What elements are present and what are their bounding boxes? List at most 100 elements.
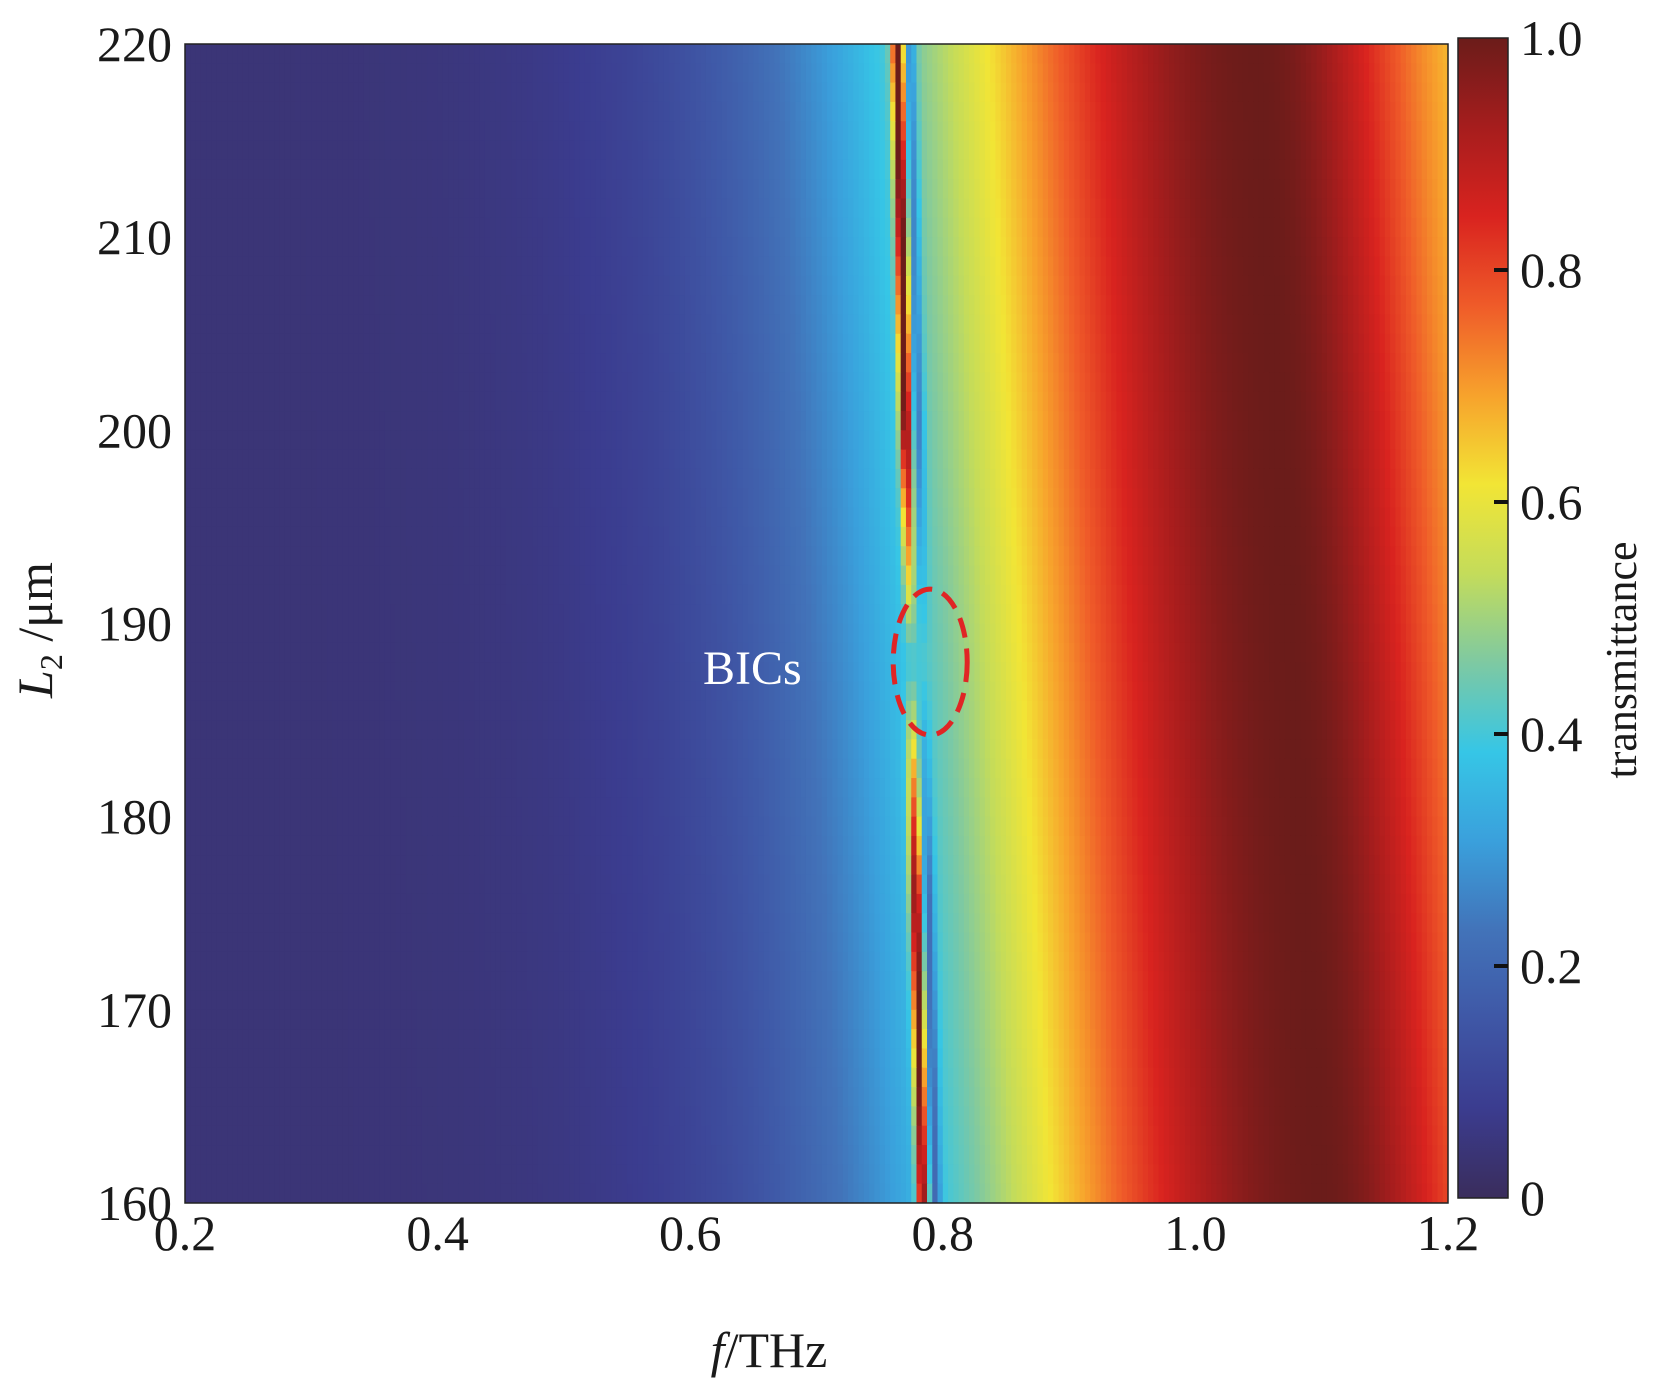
- heatmap-cell: [1395, 141, 1401, 161]
- heatmap-cell: [648, 121, 654, 141]
- heatmap-cell: [217, 179, 223, 199]
- heatmap-cell: [1427, 334, 1433, 354]
- heatmap-cell: [611, 83, 617, 103]
- heatmap-cell: [695, 256, 701, 276]
- heatmap-cell: [327, 256, 333, 276]
- heatmap-cell: [590, 199, 596, 219]
- heatmap-cell: [916, 218, 922, 238]
- heatmap-cell: [990, 141, 996, 161]
- heatmap-cell: [738, 218, 744, 238]
- heatmap-cell: [306, 392, 312, 412]
- heatmap-cell: [1359, 179, 1365, 199]
- heatmap-cell: [895, 199, 901, 219]
- heatmap-cell: [774, 353, 780, 373]
- heatmap-cell: [759, 121, 765, 141]
- heatmap-cell: [1001, 102, 1007, 122]
- heatmap-cell: [1195, 276, 1201, 296]
- heatmap-cell: [727, 179, 733, 199]
- heatmap-cell: [411, 237, 417, 257]
- heatmap-cell: [1401, 44, 1407, 64]
- heatmap-cell: [785, 430, 791, 450]
- heatmap-cell: [685, 353, 691, 373]
- heatmap-cell: [527, 237, 533, 257]
- heatmap-cell: [674, 237, 680, 257]
- heatmap-cell: [1185, 102, 1191, 122]
- heatmap-cell: [422, 218, 428, 238]
- heatmap-cell: [1243, 102, 1249, 122]
- heatmap-cell: [995, 121, 1001, 141]
- heatmap-cell: [1211, 392, 1217, 412]
- heatmap-cell: [1380, 295, 1386, 315]
- heatmap-cell: [1032, 411, 1038, 431]
- heatmap-cell: [1211, 237, 1217, 257]
- heatmap-cell: [1222, 237, 1228, 257]
- heatmap-cell: [743, 179, 749, 199]
- heatmap-cell: [338, 372, 344, 392]
- heatmap-cell: [595, 179, 601, 199]
- heatmap-cell: [811, 430, 817, 450]
- heatmap-cell: [306, 44, 312, 64]
- heatmap-cell: [490, 141, 496, 161]
- heatmap-cell: [232, 334, 238, 354]
- heatmap-cell: [285, 141, 291, 161]
- heatmap-cell: [848, 334, 854, 354]
- heatmap-cell: [1437, 44, 1443, 64]
- heatmap-cell: [311, 121, 317, 141]
- heatmap-cell: [769, 256, 775, 276]
- heatmap-cell: [1201, 141, 1207, 161]
- heatmap-cell: [1132, 276, 1138, 296]
- heatmap-cell: [1006, 256, 1012, 276]
- heatmap-cell: [427, 256, 433, 276]
- heatmap-cell: [1195, 83, 1201, 103]
- heatmap-cell: [1369, 218, 1375, 238]
- heatmap-cell: [548, 314, 554, 334]
- heatmap-cell: [1085, 102, 1091, 122]
- heatmap-cell: [885, 276, 891, 296]
- heatmap-cell: [1059, 83, 1065, 103]
- heatmap-cell: [1132, 218, 1138, 238]
- heatmap-cell: [1206, 353, 1212, 373]
- heatmap-cell: [422, 392, 428, 412]
- heatmap-cell: [432, 430, 438, 450]
- heatmap-cell: [1090, 276, 1096, 296]
- heatmap-cell: [327, 334, 333, 354]
- heatmap-cell: [1264, 63, 1270, 83]
- heatmap-cell: [1216, 295, 1222, 315]
- heatmap-cell: [274, 141, 280, 161]
- heatmap-cell: [1201, 237, 1207, 257]
- heatmap-cell: [1138, 411, 1144, 431]
- heatmap-cell: [743, 392, 749, 412]
- heatmap-cell: [564, 411, 570, 431]
- heatmap-cell: [895, 102, 901, 122]
- heatmap-cell: [806, 430, 812, 450]
- heatmap-cell: [927, 160, 933, 180]
- heatmap-cell: [301, 102, 307, 122]
- heatmap-cell: [196, 256, 202, 276]
- heatmap-cell: [1411, 121, 1417, 141]
- heatmap-cell: [453, 102, 459, 122]
- heatmap-cell: [838, 121, 844, 141]
- heatmap-cell: [453, 141, 459, 161]
- heatmap-cell: [227, 430, 233, 450]
- heatmap-cell: [206, 430, 212, 450]
- heatmap-cell: [853, 276, 859, 296]
- heatmap-cell: [1353, 353, 1359, 373]
- heatmap-cell: [253, 83, 259, 103]
- heatmap-cell: [759, 372, 765, 392]
- heatmap-cell: [1116, 83, 1122, 103]
- heatmap-cell: [495, 372, 501, 392]
- heatmap-cell: [974, 121, 980, 141]
- heatmap-cell: [753, 102, 759, 122]
- heatmap-cell: [927, 353, 933, 373]
- heatmap-cell: [880, 276, 886, 296]
- heatmap-cell: [1311, 314, 1317, 334]
- heatmap-cell: [1164, 295, 1170, 315]
- heatmap-cell: [1048, 218, 1054, 238]
- heatmap-cell: [1195, 411, 1201, 431]
- heatmap-cell: [485, 295, 491, 315]
- heatmap-cell: [690, 121, 696, 141]
- heatmap-cell: [417, 199, 423, 219]
- heatmap-cell: [1185, 353, 1191, 373]
- heatmap-cell: [1248, 353, 1254, 373]
- heatmap-cell: [1364, 160, 1370, 180]
